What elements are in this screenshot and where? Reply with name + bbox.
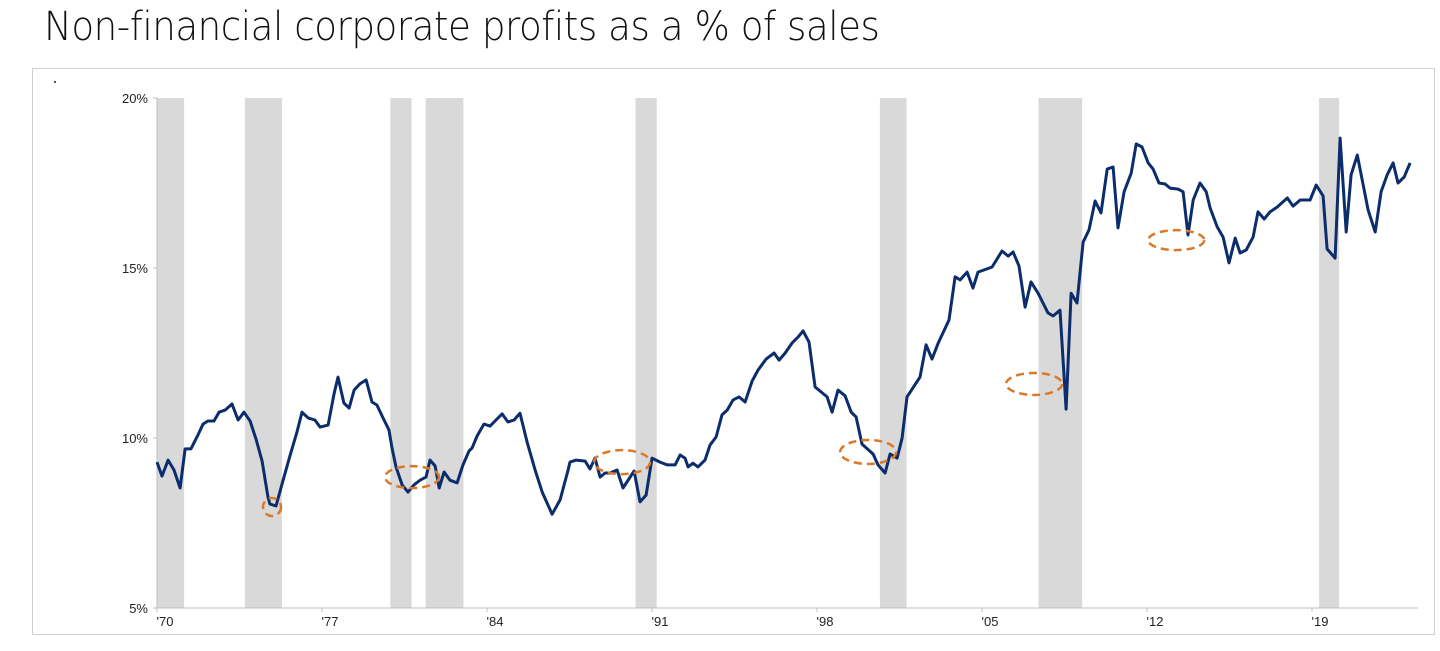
series-path [155,136,1412,516]
recession-band [1038,98,1083,608]
recession-band [390,98,412,608]
annotation-ellipse [261,496,283,518]
recession-bands [157,98,1340,608]
annotation-ellipse [838,438,898,466]
recession-band [425,98,464,608]
annotation-ellipse [1146,228,1206,252]
x-tick-label: '91 [652,614,669,629]
y-tick-label: 10% [122,431,148,446]
x-tick-label: '98 [817,614,834,629]
recession-band [1319,98,1340,608]
annotations [261,228,1206,518]
x-tick-label: '84 [487,614,504,629]
chart-title: Non-financial corporate profits as a % o… [44,4,880,50]
recession-band [157,98,185,608]
recession-band [635,98,657,608]
recession-band [879,98,907,608]
stray-dot [54,81,56,83]
x-tick-label: '12 [1147,614,1164,629]
chart-frame [32,68,1435,635]
series-line [155,136,1412,516]
x-tick-label: '05 [982,614,999,629]
annotation-ellipse [383,464,441,490]
axes: 5% 10% 15% 20% '70 '77 '84 '91 '98 '05 '12 '19 [122,91,1419,629]
x-tick-label: '70 [157,614,174,629]
annotation-ellipse [1004,371,1064,397]
recession-band [244,98,282,608]
annotation-ellipse [592,448,652,476]
y-tick-label: 15% [122,261,148,276]
y-tick-label: 20% [122,91,148,106]
x-tick-label: '19 [1312,614,1329,629]
x-tick-label: '77 [322,614,339,629]
y-tick-label: 5% [129,601,148,616]
